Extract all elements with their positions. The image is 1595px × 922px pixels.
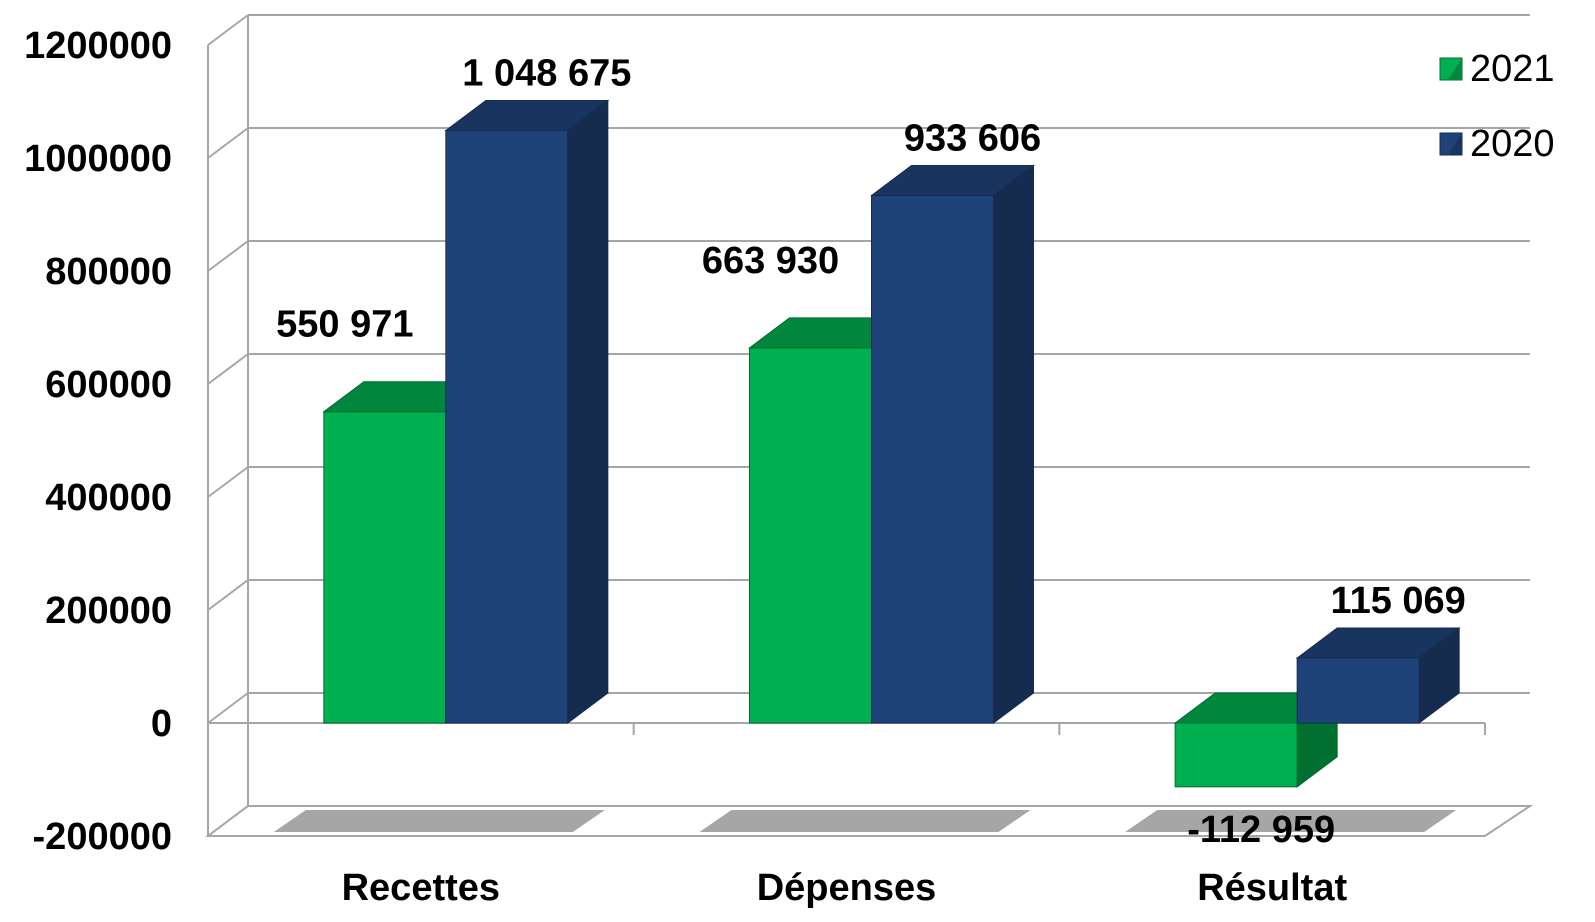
legend-swatch-shade bbox=[1448, 58, 1462, 80]
bar-front bbox=[1174, 722, 1298, 788]
bar-2020-résultat bbox=[1295, 626, 1461, 724]
x-tick-label: Recettes bbox=[342, 867, 500, 909]
legend: 2021 2020 bbox=[1439, 48, 1555, 165]
bar-shadow bbox=[699, 810, 1031, 832]
y-tick-label: 200000 bbox=[45, 590, 172, 632]
bar-2020-dépenses bbox=[870, 164, 1035, 724]
y-tick-label: 1000000 bbox=[24, 138, 172, 180]
gridline-connector bbox=[207, 127, 249, 159]
gridline-connector bbox=[207, 692, 249, 724]
y-tick-label: -200000 bbox=[33, 816, 172, 858]
data-label: 550 971 bbox=[276, 304, 413, 346]
floor-layer bbox=[205, 805, 1534, 837]
bar-shadow bbox=[1125, 810, 1457, 832]
y-tick-label: 400000 bbox=[45, 477, 172, 519]
data-label: 115 069 bbox=[1331, 580, 1466, 622]
y-tick-label: 800000 bbox=[45, 251, 172, 293]
gridline-connector bbox=[207, 240, 249, 272]
bar-side bbox=[1418, 626, 1460, 724]
x-tick-label: Résultat bbox=[1197, 867, 1347, 909]
bar-front bbox=[445, 129, 569, 724]
y-tick-label: 1200000 bbox=[24, 25, 172, 67]
gridline-connector bbox=[207, 579, 249, 611]
legend-item: 2021 bbox=[1439, 48, 1555, 90]
bar-shadow bbox=[273, 810, 605, 832]
y-tick-label: 0 bbox=[151, 703, 172, 745]
gridline-connector bbox=[207, 466, 249, 498]
legend-swatch-shade bbox=[1448, 133, 1462, 155]
bar-2020-recettes bbox=[444, 99, 610, 724]
y-tick-label: 600000 bbox=[45, 364, 172, 406]
bar-front bbox=[749, 347, 872, 724]
gridline-connector bbox=[207, 14, 249, 46]
data-label: 663 930 bbox=[702, 240, 839, 282]
bar-side bbox=[567, 99, 609, 724]
bar-side bbox=[993, 164, 1034, 724]
gridline-connector bbox=[207, 353, 249, 385]
legend-label: 2021 bbox=[1470, 48, 1555, 90]
data-label: 1 048 675 bbox=[462, 52, 631, 94]
x-tick-label: Dépenses bbox=[757, 867, 937, 909]
data-label: 933 606 bbox=[904, 118, 1041, 160]
bars-layer bbox=[322, 99, 1461, 788]
data-label: -112 959 bbox=[1187, 809, 1335, 851]
bar-front bbox=[323, 411, 447, 724]
labels-layer: 1200000 1000000 800000 600000 400000 200000 0 -… bbox=[24, 25, 1466, 909]
legend-item: 2020 bbox=[1439, 123, 1555, 165]
legend-label: 2020 bbox=[1470, 123, 1555, 165]
bar-front bbox=[871, 195, 994, 724]
bar-front bbox=[1296, 657, 1420, 724]
